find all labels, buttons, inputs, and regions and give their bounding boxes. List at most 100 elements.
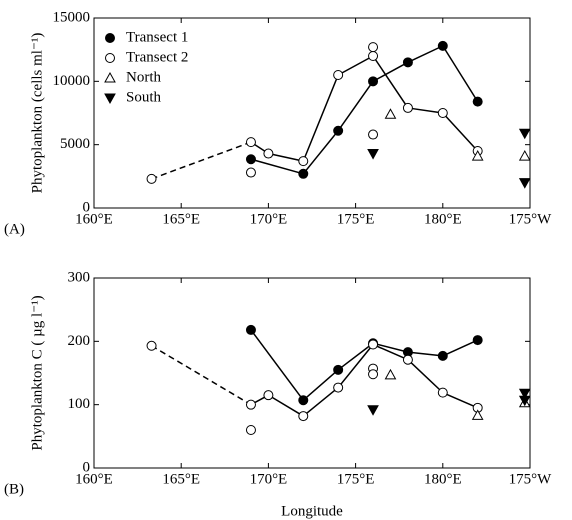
marker [245,167,256,178]
marker [298,168,309,179]
marker [263,148,274,159]
marker [245,399,256,410]
marker [402,354,413,365]
y-tick-label: 5000 [60,136,90,152]
x-tick-label: 175°W [509,211,552,227]
marker [472,96,483,107]
marker [471,409,484,420]
legend-marker [104,93,116,105]
marker [298,411,309,422]
line-segment [337,344,374,389]
marker [245,425,256,435]
line-segment [151,345,252,406]
marker [245,324,256,335]
line-segment [372,342,409,353]
marker [333,125,344,136]
line-segment [337,342,374,371]
line-segment [337,80,374,132]
marker [518,128,531,140]
marker [518,388,531,400]
line-segment [407,45,444,64]
y-tick-label: 15000 [53,9,91,25]
line-segment [407,107,443,114]
y-tick-label: 300 [68,269,91,285]
x-tick-label: 175°E [337,471,375,487]
marker [245,154,256,165]
line-segment [442,391,478,409]
marker [368,76,379,87]
line-segment [151,141,252,180]
marker [402,57,413,68]
x-tick-label: 170°E [250,471,288,487]
y-tick-label: 10000 [53,73,91,89]
line-segment [407,359,444,394]
x-tick-label: 175°W [509,471,552,487]
marker [368,129,379,140]
marker [298,156,309,167]
marker [146,340,157,351]
marker [245,137,256,148]
x-tick-label: 180°E [424,471,462,487]
marker [333,364,344,375]
marker [437,108,448,118]
marker [402,102,413,113]
legend-marker [105,53,115,63]
marker [518,178,531,189]
legend-label: South [126,89,162,105]
marker [437,40,448,51]
x-axis-label: Longitude [281,503,343,519]
x-tick-label: 160°E [75,211,113,227]
marker [437,387,448,398]
marker [333,70,344,80]
line-segment [302,386,339,417]
marker [368,339,379,350]
marker [471,150,484,161]
panel-label: (B) [4,481,24,497]
marker [437,350,448,361]
x-tick-label: 165°E [162,471,200,487]
line-segment [250,158,304,175]
line-segment [442,45,479,102]
line-segment [268,394,304,417]
x-tick-label: 175°E [337,211,375,227]
legend-label: Transect 2 [126,49,188,65]
line-segment [302,369,339,401]
marker [298,395,309,406]
x-tick-label: 165°E [162,211,200,227]
line-segment [442,112,479,152]
marker [146,173,157,184]
line-segment [442,339,478,357]
marker [384,108,397,119]
marker [518,150,531,161]
legend-label: Transect 1 [126,29,188,45]
x-tick-label: 160°E [75,471,113,487]
panel-label: (A) [4,221,25,237]
y-tick-label: 0 [83,459,91,475]
plot-frame [93,277,531,469]
y-axis-label: Phytoplankton (cells ml⁻¹) [29,33,45,194]
marker [367,405,379,416]
line-segment [407,351,443,357]
line-segment [372,61,409,82]
legend-marker [104,71,116,83]
line-segment [372,343,409,361]
line-segment [302,130,339,175]
legend-marker [105,33,115,43]
marker [368,51,379,61]
marker [333,382,344,393]
y-tick-label: 0 [83,199,91,215]
marker [368,369,379,380]
y-tick-label: 200 [68,333,91,349]
line-segment [337,55,374,76]
marker [472,335,483,346]
marker [263,390,274,401]
marker [518,395,531,407]
line-segment [250,329,304,401]
x-tick-label: 180°E [424,211,462,227]
y-tick-label: 100 [68,396,91,412]
y-axis-label: Phytoplankton C ( µg l⁻¹) [29,295,45,450]
line-segment [372,55,409,109]
line-segment [302,74,339,162]
marker [367,149,379,160]
line-segment [268,152,304,162]
